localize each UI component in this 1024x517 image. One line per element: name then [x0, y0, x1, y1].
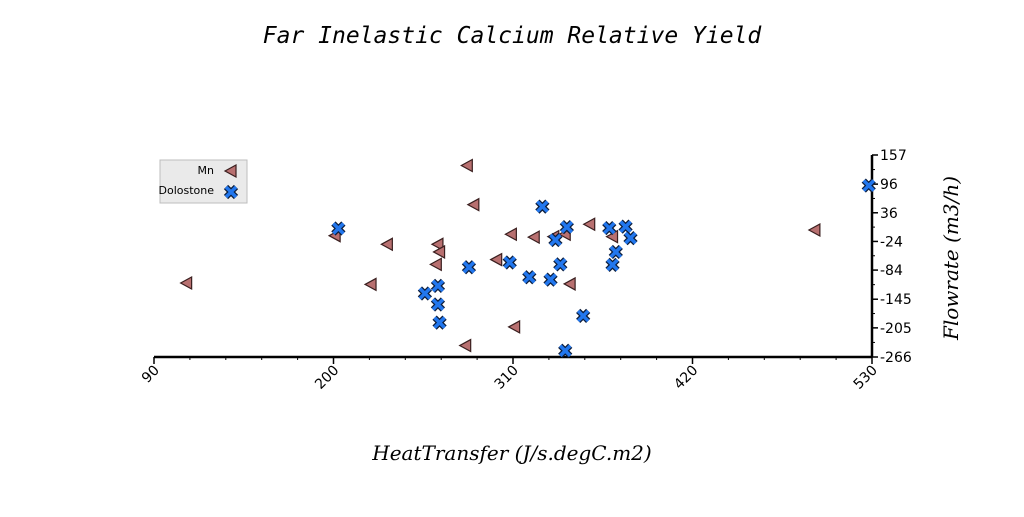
- data-point-dolostone: [432, 315, 447, 330]
- data-point-dolostone: [535, 199, 550, 214]
- data-point-dolostone: [522, 270, 537, 285]
- data-point-dolostone: [553, 257, 568, 272]
- data-point-mn: [504, 227, 517, 242]
- data-point-mn: [429, 257, 442, 272]
- data-point-dolostone: [861, 178, 876, 193]
- data-point-dolostone: [602, 220, 617, 236]
- data-point-dolostone: [502, 255, 517, 270]
- data-point-mn: [582, 217, 596, 232]
- data-point-mn: [458, 338, 472, 353]
- series-dolostone: [331, 178, 876, 358]
- x-tick-label: 200: [312, 363, 342, 393]
- data-point-dolostone: [559, 219, 574, 235]
- data-point-dolostone: [461, 260, 477, 275]
- chart-title: Far Inelastic Calcium Relative Yield: [263, 23, 763, 49]
- y-tick-label: -84: [880, 263, 903, 279]
- data-point-mn: [489, 252, 503, 267]
- x-tick-label: 90: [139, 363, 163, 387]
- data-point-dolostone: [430, 297, 446, 312]
- data-point-mn: [380, 237, 393, 252]
- legend-marker-mn: [223, 163, 237, 179]
- data-point-dolostone: [543, 272, 558, 287]
- x-tick-label: 530: [851, 363, 881, 393]
- y-tick-label: 96: [880, 177, 898, 193]
- y-tick-label: -145: [880, 292, 912, 308]
- data-point-dolostone: [618, 219, 633, 234]
- data-point-mn: [179, 275, 193, 290]
- data-point-mn: [460, 158, 473, 173]
- series-mn: [179, 158, 821, 353]
- data-point-dolostone: [430, 278, 446, 293]
- data-point-mn: [526, 230, 540, 245]
- y-tick-label: -266: [880, 350, 912, 366]
- legend-label-mn: Mn: [198, 164, 214, 177]
- data-points: [179, 158, 876, 358]
- data-point-dolostone: [605, 257, 620, 272]
- x-tick-label: 420: [671, 363, 701, 393]
- x-tick-label: 310: [492, 363, 522, 393]
- data-point-dolostone: [331, 221, 346, 236]
- data-point-dolostone: [576, 308, 591, 324]
- y-tick-label: 157: [880, 148, 907, 164]
- y-tick-label: -205: [880, 321, 912, 337]
- legend-label-dolostone: Dolostone: [159, 184, 215, 197]
- data-point-mn: [562, 276, 576, 291]
- x-axis-label: HeatTransfer (J/s.degC.m2): [371, 441, 651, 465]
- data-point-mn: [363, 277, 377, 292]
- data-point-mn: [432, 244, 446, 259]
- data-point-dolostone: [608, 244, 623, 260]
- x-ticks: 90 200 310 420 530: [139, 357, 881, 393]
- data-point-mn: [807, 222, 821, 237]
- y-tick-label: 36: [880, 206, 898, 222]
- legend: Mn Dolostone: [159, 159, 248, 204]
- y-ticks: 157 96 36 -24 -84 -145 -205 -266: [872, 148, 912, 366]
- data-point-mn: [430, 237, 444, 252]
- data-point-dolostone: [548, 232, 563, 248]
- legend-marker-dolostone: [223, 184, 239, 200]
- data-point-dolostone: [558, 343, 573, 358]
- data-point-mn: [507, 319, 521, 334]
- y-tick-label: -24: [880, 234, 903, 250]
- data-point-mn: [466, 197, 480, 212]
- data-point-dolostone: [417, 286, 433, 301]
- data-point-dolostone: [623, 230, 638, 246]
- y-axis-label: Flowrate (m3/h): [939, 176, 963, 341]
